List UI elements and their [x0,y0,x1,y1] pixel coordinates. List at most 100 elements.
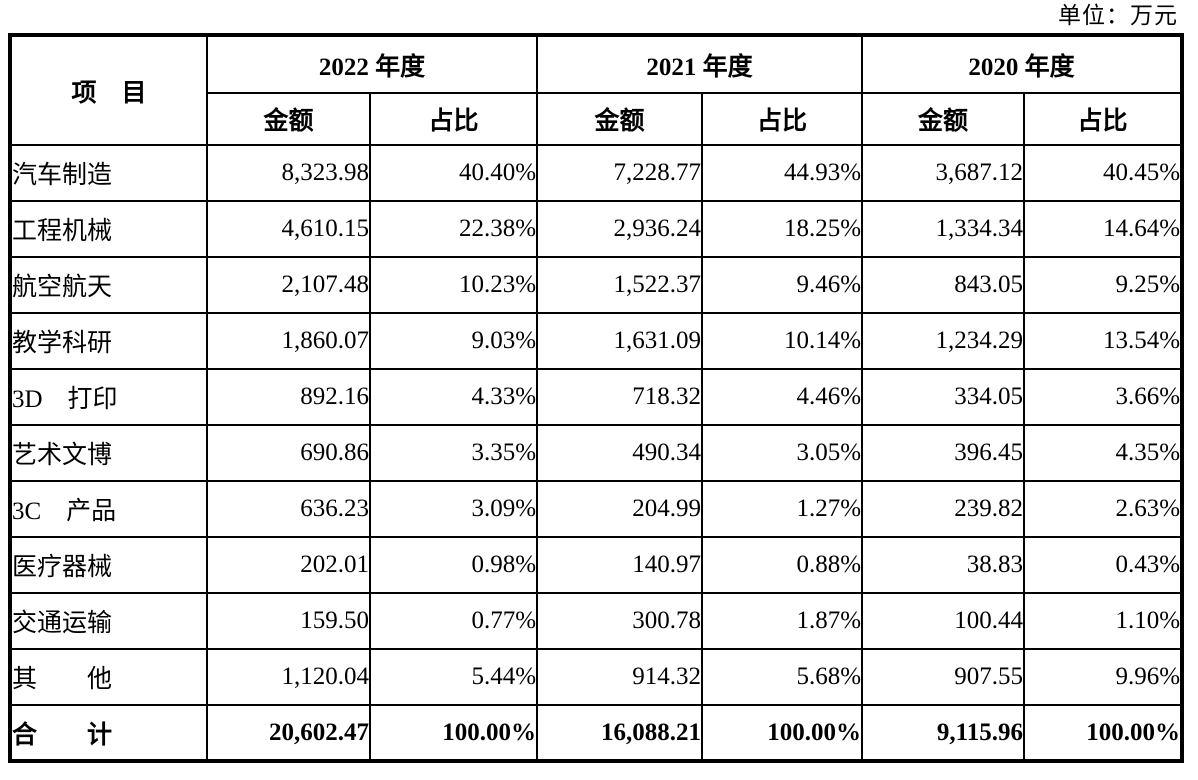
cell-amount-2020: 843.05 [861,256,1026,314]
cell-ratio-2022: 4.33% [368,368,539,426]
cell-ratio-2021: 1.27% [701,480,864,538]
cell-amount-2021: 2,936.24 [536,200,704,258]
col-header-year-2020: 2020 年度 [861,34,1184,94]
cell-amount-2021: 204.99 [536,480,704,538]
cell-ratio-2021: 0.88% [701,536,864,594]
cell-amount-2020: 38.83 [861,536,1026,594]
cell-ratio-2020: 4.35% [1023,424,1184,482]
cell-amount-2020: 907.55 [861,648,1026,706]
cell-amount-2022: 1,860.07 [206,312,371,370]
col-header-ratio-2020: 占比 [1023,92,1184,146]
table-row: 3D 打印 892.16 4.33% 718.32 4.46% 334.05 3… [9,368,1184,426]
cell-ratio-2022: 3.09% [368,480,539,538]
cell-ratio-2022: 40.40% [368,144,539,202]
cell-ratio-2020: 2.63% [1023,480,1184,538]
cell-ratio-2021: 18.25% [701,200,864,258]
cell-ratio-2022: 22.38% [368,200,539,258]
row-item-label: 航空航天 [9,256,208,314]
cell-amount-2022: 8,323.98 [206,144,371,202]
col-header-item: 项 目 [9,34,208,146]
cell-ratio-2020: 9.25% [1023,256,1184,314]
table-row: 工程机械 4,610.15 22.38% 2,936.24 18.25% 1,3… [9,200,1184,258]
cell-ratio-2021: 5.68% [701,648,864,706]
cell-amount-2022: 1,120.04 [206,648,371,706]
cell-amount-2022: 202.01 [206,536,371,594]
table-row: 艺术文博 690.86 3.35% 490.34 3.05% 396.45 4.… [9,424,1184,482]
cell-amount-2020: 1,234.29 [861,312,1026,370]
cell-amount-2021: 914.32 [536,648,704,706]
header-sub-row: 金额 占比 金额 占比 金额 占比 [10,92,1184,146]
cell-ratio-2020: 3.66% [1023,368,1184,426]
cell-amount-2022: 2,107.48 [206,256,371,314]
cell-ratio-2021: 3.05% [701,424,864,482]
cell-amount-2020: 3,687.12 [861,144,1026,202]
row-item-label: 3D 打印 [9,368,208,426]
cell-amount-2020: 1,334.34 [861,200,1026,258]
table-row: 交通运输 159.50 0.77% 300.78 1.87% 100.44 1.… [9,592,1184,650]
cell-amount-2021: 300.78 [536,592,704,650]
total-ratio-2020: 100.00% [1023,704,1184,762]
cell-ratio-2021: 4.46% [701,368,864,426]
cell-ratio-2022: 0.98% [368,536,539,594]
row-item-label: 交通运输 [9,592,208,650]
cell-amount-2022: 159.50 [206,592,371,650]
cell-amount-2022: 636.23 [206,480,371,538]
cell-ratio-2022: 3.35% [368,424,539,482]
cell-amount-2021: 718.32 [536,368,704,426]
table-row: 其 他 1,120.04 5.44% 914.32 5.68% 907.55 9… [9,648,1184,706]
cell-ratio-2021: 1.87% [701,592,864,650]
cell-ratio-2020: 13.54% [1023,312,1184,370]
table-row: 汽车制造 8,323.98 40.40% 7,228.77 44.93% 3,6… [9,144,1184,202]
cell-ratio-2020: 1.10% [1023,592,1184,650]
cell-ratio-2020: 9.96% [1023,648,1184,706]
cell-amount-2021: 1,631.09 [536,312,704,370]
cell-ratio-2021: 9.46% [701,256,864,314]
row-item-label: 教学科研 [9,312,208,370]
total-amount-2021: 16,088.21 [536,704,704,762]
col-header-ratio-2022: 占比 [368,92,539,146]
col-header-ratio-2021: 占比 [701,92,864,146]
row-item-label: 艺术文博 [9,424,208,482]
cell-ratio-2020: 0.43% [1023,536,1184,594]
cell-amount-2022: 690.86 [206,424,371,482]
cell-amount-2020: 334.05 [861,368,1026,426]
cell-amount-2020: 100.44 [861,592,1026,650]
revenue-by-industry-table: 项 目 2022 年度 2021 年度 2020 年度 金额 占比 金额 占比 … [8,33,1185,763]
cell-ratio-2020: 14.64% [1023,200,1184,258]
table-total-row: 合 计 20,602.47 100.00% 16,088.21 100.00% … [9,704,1184,762]
total-amount-2020: 9,115.96 [861,704,1026,762]
total-ratio-2021: 100.00% [701,704,864,762]
cell-ratio-2022: 10.23% [368,256,539,314]
unit-label: 单位：万元 [1058,3,1178,28]
cell-ratio-2021: 10.14% [701,312,864,370]
cell-ratio-2022: 9.03% [368,312,539,370]
row-item-label: 医疗器械 [9,536,208,594]
header-year-row: 项 目 2022 年度 2021 年度 2020 年度 [9,34,1184,146]
cell-amount-2021: 140.97 [536,536,704,594]
table-row: 3C 产品 636.23 3.09% 204.99 1.27% 239.82 2… [9,480,1184,538]
cell-ratio-2020: 40.45% [1023,144,1184,202]
total-ratio-2022: 100.00% [368,704,539,762]
table-row: 医疗器械 202.01 0.98% 140.97 0.88% 38.83 0.4… [9,536,1184,594]
col-header-amount-2022: 金额 [206,92,371,146]
cell-ratio-2021: 44.93% [701,144,864,202]
row-item-label: 工程机械 [9,200,208,258]
col-header-year-2022: 2022 年度 [205,34,539,94]
cell-amount-2021: 1,522.37 [536,256,704,314]
cell-amount-2020: 239.82 [861,480,1026,538]
table-row: 航空航天 2,107.48 10.23% 1,522.37 9.46% 843.… [9,256,1184,314]
cell-amount-2020: 396.45 [861,424,1026,482]
row-item-label: 其 他 [9,648,208,706]
cell-amount-2022: 892.16 [206,368,371,426]
cell-amount-2021: 490.34 [536,424,704,482]
row-item-label: 汽车制造 [9,144,208,202]
cell-ratio-2022: 0.77% [368,592,539,650]
col-header-year-2021: 2021 年度 [536,34,864,94]
row-item-label: 3C 产品 [9,480,208,538]
total-amount-2022: 20,602.47 [206,704,371,762]
total-row-label: 合 计 [9,704,208,762]
col-header-amount-2020: 金额 [861,92,1026,146]
table-row: 教学科研 1,860.07 9.03% 1,631.09 10.14% 1,23… [9,312,1184,370]
cell-ratio-2022: 5.44% [368,648,539,706]
